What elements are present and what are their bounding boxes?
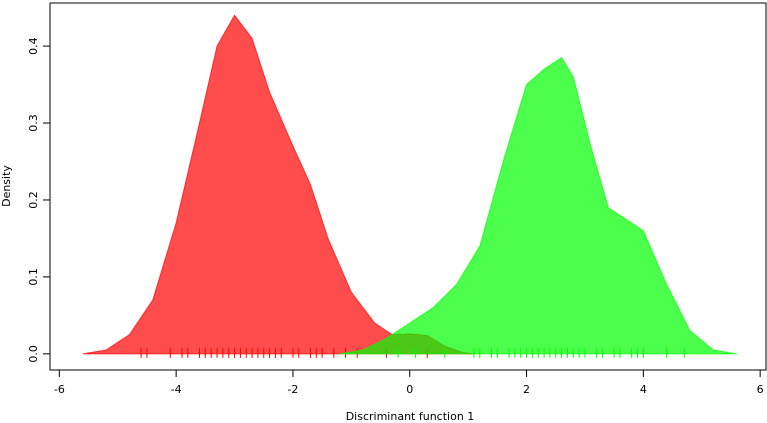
y-tick-label: 0.0 [27,345,40,363]
y-axis-title: Density [0,165,13,207]
y-tick-label: 0.1 [27,268,40,286]
x-axis-title: Discriminant function 1 [346,410,475,423]
plot-box [49,2,767,371]
density-area [82,14,475,355]
x-tick-label: 4 [640,383,647,396]
x-tick-label: -2 [287,383,298,396]
x-tick-label: 6 [757,383,764,396]
density-area [339,56,737,355]
y-tick-label: 0.4 [27,37,40,55]
y-tick-label: 0.3 [27,114,40,131]
x-tick-label: 2 [523,383,530,396]
x-tick-label: 0 [406,383,413,396]
x-tick-label: -6 [54,383,65,396]
y-tick-label: 0.2 [27,191,40,209]
x-tick-label: -4 [171,383,182,396]
